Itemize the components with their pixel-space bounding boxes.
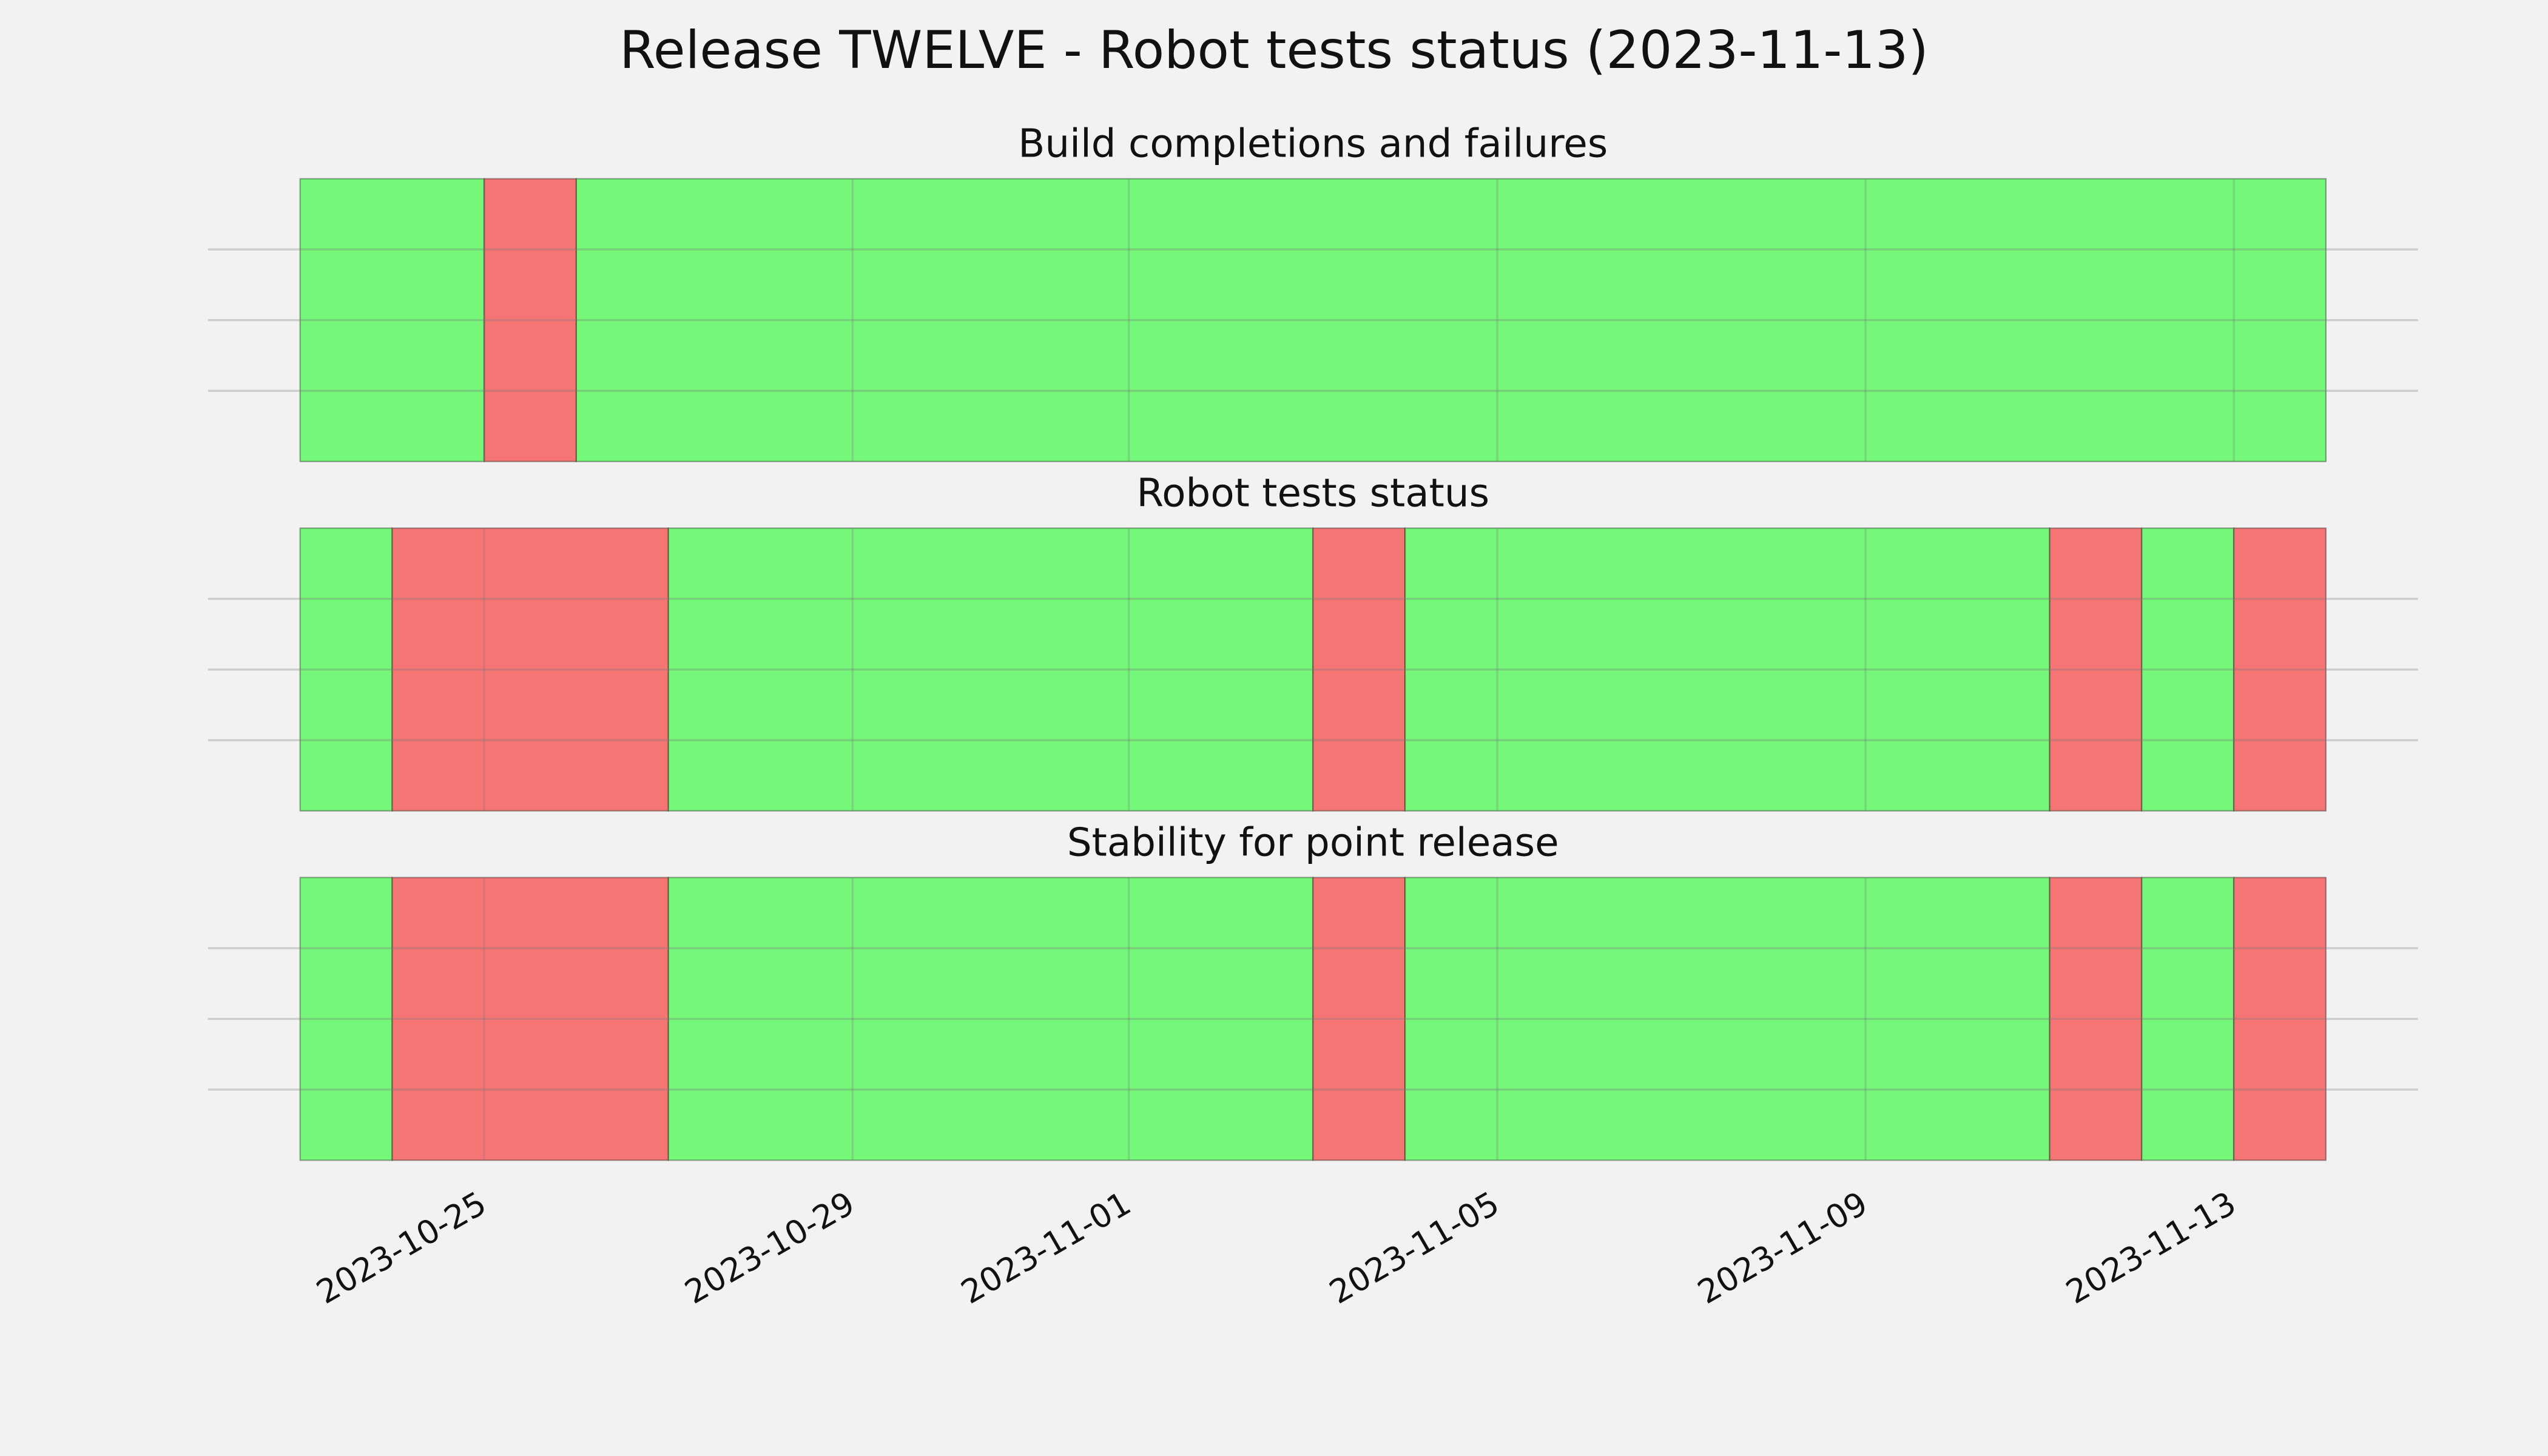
status-span (667, 527, 1314, 812)
status-span (299, 178, 485, 462)
status-span (1312, 527, 1406, 812)
status-span (1404, 527, 2051, 812)
status-span (2141, 527, 2235, 812)
status-span (2141, 877, 2235, 1161)
subplot-title: Robot tests status (1136, 471, 1489, 516)
subplot-title: Build completions and failures (1018, 121, 1608, 167)
status-span (575, 178, 2327, 462)
status-span (484, 178, 578, 462)
status-span (2233, 877, 2327, 1161)
status-span (667, 877, 1314, 1161)
status-span (391, 877, 669, 1161)
status-span (1404, 877, 2051, 1161)
status-span (299, 877, 393, 1161)
status-span (2049, 527, 2143, 812)
status-span (1312, 877, 1406, 1161)
status-span (391, 527, 669, 812)
subplot-title: Stability for point release (1067, 820, 1559, 865)
status-span (2049, 877, 2143, 1161)
status-span (2233, 527, 2327, 812)
status-span (299, 527, 393, 812)
chart-title: Release TWELVE - Robot tests status (202… (619, 20, 1929, 81)
